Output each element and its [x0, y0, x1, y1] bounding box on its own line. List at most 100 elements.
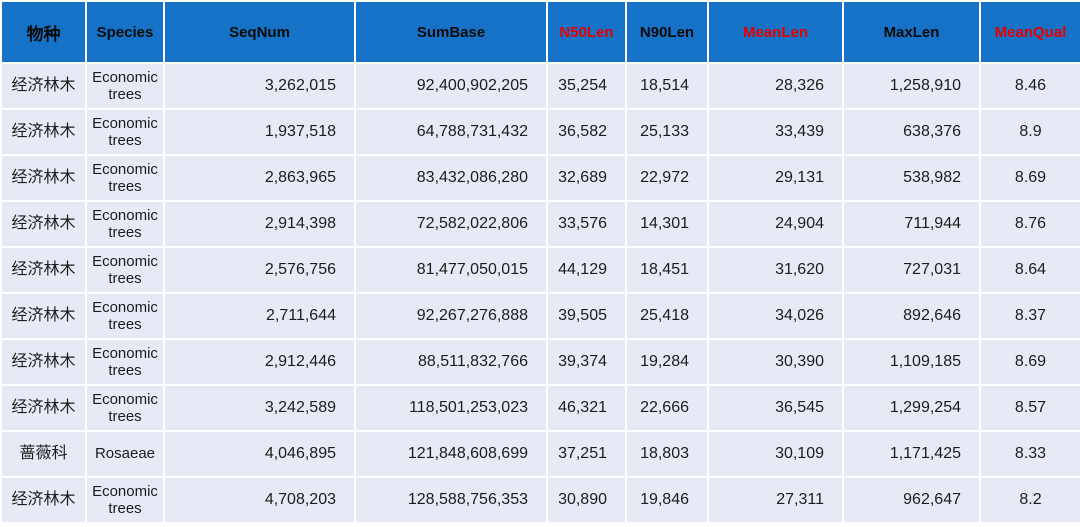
cell-n90len: 22,666 [625, 384, 709, 432]
cell-meanqual: 8.76 [979, 200, 1080, 248]
header-maxlen: MaxLen [842, 0, 981, 64]
cell-seqnum: 2,576,756 [163, 246, 356, 294]
table-header: 物种 Species SeqNum SumBase N50Len N90Len MeanLe… [0, 0, 1080, 64]
cell-n90len: 25,133 [625, 108, 709, 156]
table-row: 经济林木 Economic trees 3,262,015 92,400,902,20… [0, 62, 1080, 110]
cell-species-cn: 经济林木 [0, 384, 87, 432]
header-meanlen: MeanLen [707, 0, 844, 64]
cell-species-cn: 经济林木 [0, 200, 87, 248]
cell-meanlen: 36,545 [707, 384, 844, 432]
cell-species-cn: 经济林木 [0, 154, 87, 202]
cell-meanlen: 30,109 [707, 430, 844, 478]
cell-n50len: 33,576 [546, 200, 627, 248]
cell-n90len: 18,514 [625, 62, 709, 110]
cell-n50len: 44,129 [546, 246, 627, 294]
cell-seqnum: 2,711,644 [163, 292, 356, 340]
cell-species-cn: 经济林木 [0, 292, 87, 340]
header-meanqual: MeanQual [979, 0, 1080, 64]
cell-seqnum: 4,046,895 [163, 430, 356, 478]
header-row: 物种 Species SeqNum SumBase N50Len N90Len MeanLe… [0, 0, 1080, 64]
cell-species-en: Economic trees [85, 338, 165, 386]
table-row: 经济林木 Economic trees 2,912,446 88,511,832,76… [0, 338, 1080, 386]
cell-sumbase: 81,477,050,015 [354, 246, 548, 294]
header-species-en: Species [85, 0, 165, 64]
cell-sumbase: 128,588,756,353 [354, 476, 548, 524]
cell-n50len: 32,689 [546, 154, 627, 202]
cell-sumbase: 118,501,253,023 [354, 384, 548, 432]
cell-seqnum: 3,242,589 [163, 384, 356, 432]
cell-maxlen: 638,376 [842, 108, 981, 156]
cell-meanlen: 29,131 [707, 154, 844, 202]
cell-seqnum: 2,912,446 [163, 338, 356, 386]
cell-n90len: 14,301 [625, 200, 709, 248]
cell-seqnum: 3,262,015 [163, 62, 356, 110]
cell-species-en: Economic trees [85, 108, 165, 156]
cell-n50len: 30,890 [546, 476, 627, 524]
cell-meanlen: 31,620 [707, 246, 844, 294]
cell-meanqual: 8.37 [979, 292, 1080, 340]
cell-seqnum: 2,914,398 [163, 200, 356, 248]
cell-maxlen: 538,982 [842, 154, 981, 202]
cell-meanlen: 27,311 [707, 476, 844, 524]
cell-n90len: 19,284 [625, 338, 709, 386]
cell-n90len: 25,418 [625, 292, 709, 340]
cell-species-cn: 经济林木 [0, 476, 87, 524]
cell-maxlen: 711,944 [842, 200, 981, 248]
cell-n90len: 22,972 [625, 154, 709, 202]
cell-meanqual: 8.9 [979, 108, 1080, 156]
cell-maxlen: 1,258,910 [842, 62, 981, 110]
cell-meanlen: 30,390 [707, 338, 844, 386]
cell-species-cn: 经济林木 [0, 108, 87, 156]
cell-sumbase: 72,582,022,806 [354, 200, 548, 248]
cell-n50len: 39,374 [546, 338, 627, 386]
cell-meanlen: 33,439 [707, 108, 844, 156]
cell-sumbase: 83,432,086,280 [354, 154, 548, 202]
cell-meanqual: 8.57 [979, 384, 1080, 432]
table-body: 经济林木 Economic trees 3,262,015 92,400,902,20… [0, 62, 1080, 524]
header-species-cn: 物种 [0, 0, 87, 64]
cell-meanlen: 28,326 [707, 62, 844, 110]
table-row: 经济林木 Economic trees 2,914,398 72,582,022,80… [0, 200, 1080, 248]
cell-species-en: Economic trees [85, 154, 165, 202]
cell-sumbase: 121,848,608,699 [354, 430, 548, 478]
cell-seqnum: 2,863,965 [163, 154, 356, 202]
cell-maxlen: 1,299,254 [842, 384, 981, 432]
cell-n50len: 35,254 [546, 62, 627, 110]
cell-meanlen: 24,904 [707, 200, 844, 248]
cell-seqnum: 1,937,518 [163, 108, 356, 156]
cell-n50len: 39,505 [546, 292, 627, 340]
cell-meanqual: 8.33 [979, 430, 1080, 478]
header-sumbase: SumBase [354, 0, 548, 64]
table-row: 经济林木 Economic trees 1,937,518 64,788,731,43… [0, 108, 1080, 156]
cell-species-en: Economic trees [85, 384, 165, 432]
cell-n50len: 36,582 [546, 108, 627, 156]
cell-sumbase: 64,788,731,432 [354, 108, 548, 156]
cell-meanqual: 8.2 [979, 476, 1080, 524]
table-row: 蔷薇科 Rosaeae 4,046,895 121,848,608,699 37,251… [0, 430, 1080, 478]
cell-sumbase: 92,267,276,888 [354, 292, 548, 340]
cell-species-en: Economic trees [85, 292, 165, 340]
cell-meanqual: 8.69 [979, 154, 1080, 202]
cell-species-en: Economic trees [85, 476, 165, 524]
cell-species-cn: 经济林木 [0, 246, 87, 294]
header-seqnum: SeqNum [163, 0, 356, 64]
cell-species-en: Economic trees [85, 200, 165, 248]
cell-species-en: Economic trees [85, 246, 165, 294]
cell-n90len: 19,846 [625, 476, 709, 524]
table-row: 经济林木 Economic trees 3,242,589 118,501,253,0… [0, 384, 1080, 432]
cell-maxlen: 892,646 [842, 292, 981, 340]
cell-species-cn: 蔷薇科 [0, 430, 87, 478]
cell-n90len: 18,803 [625, 430, 709, 478]
cell-meanqual: 8.64 [979, 246, 1080, 294]
cell-species-cn: 经济林木 [0, 62, 87, 110]
cell-species-en: Rosaeae [85, 430, 165, 478]
cell-n50len: 37,251 [546, 430, 627, 478]
cell-seqnum: 4,708,203 [163, 476, 356, 524]
cell-meanlen: 34,026 [707, 292, 844, 340]
cell-species-cn: 经济林木 [0, 338, 87, 386]
cell-sumbase: 92,400,902,205 [354, 62, 548, 110]
cell-maxlen: 962,647 [842, 476, 981, 524]
header-n90len: N90Len [625, 0, 709, 64]
